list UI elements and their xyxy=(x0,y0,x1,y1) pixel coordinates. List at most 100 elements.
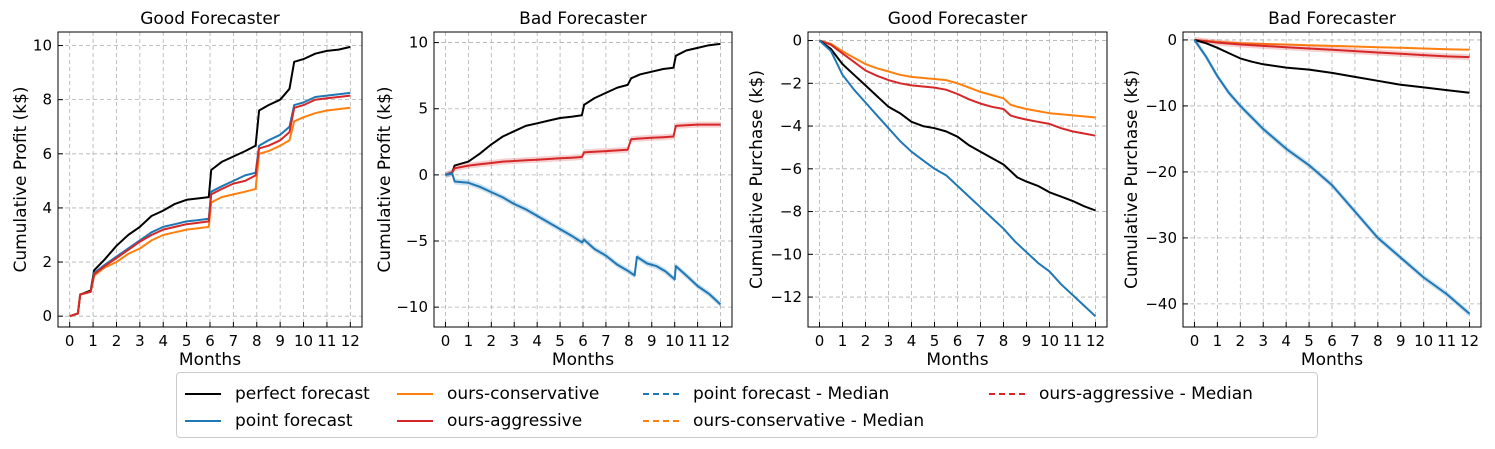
chart-title: Good Forecaster xyxy=(888,9,1028,29)
x-tick-label: 2 xyxy=(112,332,122,350)
y-tick-label: −10 xyxy=(396,298,428,316)
x-tick-label: 9 xyxy=(275,332,285,350)
x-tick-label: 5 xyxy=(1304,332,1314,350)
y-tick-label: −8 xyxy=(780,203,802,221)
legend-item-point-forecast: point forecast xyxy=(185,410,353,432)
series-line-point-forecast xyxy=(818,39,1097,318)
y-tick-label: 10 xyxy=(409,34,428,52)
x-tick-label: 9 xyxy=(647,332,657,350)
x-tick-label: 3 xyxy=(509,332,519,350)
legend-label: point forecast - Median xyxy=(693,384,890,404)
series-line-perfect-forecast xyxy=(445,42,721,176)
chart-title: Bad Forecaster xyxy=(519,9,647,29)
x-tick-label: 11 xyxy=(688,332,707,350)
x-tick-label: 12 xyxy=(711,332,730,350)
x-tick-label: 12 xyxy=(1086,332,1105,350)
x-tick-label: 10 xyxy=(665,332,684,350)
y-tick-label: 4 xyxy=(42,199,52,217)
x-tick-label: 11 xyxy=(1063,332,1082,350)
x-tick-label: 8 xyxy=(252,332,262,350)
legend-item-ours-conservative-median: ours-conservative - Median xyxy=(643,410,924,432)
legend-item-ours-conservative: ours-conservative xyxy=(397,383,599,405)
x-tick-label: 2 xyxy=(1236,332,1246,350)
legend-swatch-point-forecast xyxy=(185,420,221,422)
x-tick-label: 11 xyxy=(1437,332,1456,350)
x-tick-label: 0 xyxy=(441,332,451,350)
x-tick-label: 10 xyxy=(294,332,313,350)
x-tick-label: 4 xyxy=(1281,332,1291,350)
x-tick-label: 7 xyxy=(601,332,611,350)
x-tick-label: 1 xyxy=(88,332,98,350)
y-tick-label: 10 xyxy=(33,37,52,55)
y-tick-label: −4 xyxy=(780,117,802,135)
x-tick-label: 0 xyxy=(1190,332,1200,350)
y-tick-label: 0 xyxy=(1167,31,1177,49)
x-tick-label: 6 xyxy=(1327,332,1337,350)
x-tick-label: 4 xyxy=(532,332,542,350)
x-tick-label: 3 xyxy=(135,332,145,350)
x-tick-label: 1 xyxy=(1213,332,1223,350)
x-tick-label: 8 xyxy=(1373,332,1383,350)
legend-item-ours-aggressive: ours-aggressive xyxy=(397,410,582,432)
legend-swatch-ours-conservative xyxy=(397,393,433,395)
y-tick-label: −30 xyxy=(1145,229,1177,247)
y-axis-label: Cumulative Profit (k$) xyxy=(11,86,31,272)
series-line-perfect-forecast xyxy=(69,45,351,318)
legend-label: ours-aggressive - Median xyxy=(1039,384,1253,404)
legend-swatch-ours-aggressive xyxy=(397,420,433,422)
y-tick-label: −10 xyxy=(770,245,802,263)
x-tick-label: 10 xyxy=(1414,332,1433,350)
series-line-ours-aggressive xyxy=(1194,38,1470,59)
legend: perfect forecast point forecast ours-con… xyxy=(176,372,1318,438)
x-tick-label: 1 xyxy=(464,332,474,350)
y-tick-label: 2 xyxy=(42,253,52,271)
legend-label: ours-conservative xyxy=(447,384,600,404)
x-tick-label: 5 xyxy=(555,332,565,350)
legend-swatch-ours-conservative-median xyxy=(643,420,679,422)
x-tick-label: 8 xyxy=(999,332,1009,350)
series-line-ours-aggressive xyxy=(445,123,721,176)
x-tick-label: 9 xyxy=(1022,332,1032,350)
series-line-perfect-forecast xyxy=(1194,38,1470,94)
x-axis-label: Months xyxy=(1301,350,1363,370)
x-tick-label: 12 xyxy=(341,332,360,350)
y-tick-label: 6 xyxy=(42,145,52,163)
legend-label: ours-conservative - Median xyxy=(693,411,925,431)
x-tick-label: 0 xyxy=(65,332,75,350)
chart-title: Good Forecaster xyxy=(140,9,280,29)
x-tick-label: 7 xyxy=(1350,332,1360,350)
y-tick-label: 0 xyxy=(792,32,802,50)
legend-label: perfect forecast xyxy=(235,384,370,404)
y-tick-label: −5 xyxy=(406,232,428,250)
y-axis-label: Cumulative Purchase (k$) xyxy=(747,70,767,289)
y-tick-label: −6 xyxy=(780,160,802,178)
series-line-perfect-forecast xyxy=(818,39,1096,212)
x-tick-label: 6 xyxy=(205,332,215,350)
y-tick-label: 0 xyxy=(418,166,428,184)
x-tick-label: 4 xyxy=(158,332,168,350)
y-tick-label: 0 xyxy=(42,307,52,325)
y-tick-label: −2 xyxy=(780,74,802,92)
x-tick-label: 2 xyxy=(487,332,497,350)
x-tick-label: 5 xyxy=(182,332,192,350)
x-tick-label: 1 xyxy=(838,332,848,350)
y-axis-label: Cumulative Purchase (k$) xyxy=(1122,70,1142,289)
x-tick-label: 2 xyxy=(861,332,871,350)
x-tick-label: 8 xyxy=(624,332,634,350)
y-axis-label: Cumulative Profit (k$) xyxy=(375,86,395,272)
x-tick-label: 5 xyxy=(930,332,940,350)
series-line-point-forecast xyxy=(1193,39,1471,315)
x-tick-label: 0 xyxy=(815,332,825,350)
x-tick-label: 3 xyxy=(1258,332,1268,350)
legend-swatch-perfect-forecast xyxy=(185,393,221,395)
x-tick-label: 4 xyxy=(907,332,917,350)
legend-swatch-ours-aggressive-median xyxy=(989,393,1025,395)
series-band-ours-aggressive xyxy=(445,121,721,178)
x-axis-label: Months xyxy=(552,350,614,370)
series-line-ours-aggressive xyxy=(69,94,351,318)
x-tick-label: 12 xyxy=(1460,332,1479,350)
x-tick-label: 6 xyxy=(953,332,963,350)
